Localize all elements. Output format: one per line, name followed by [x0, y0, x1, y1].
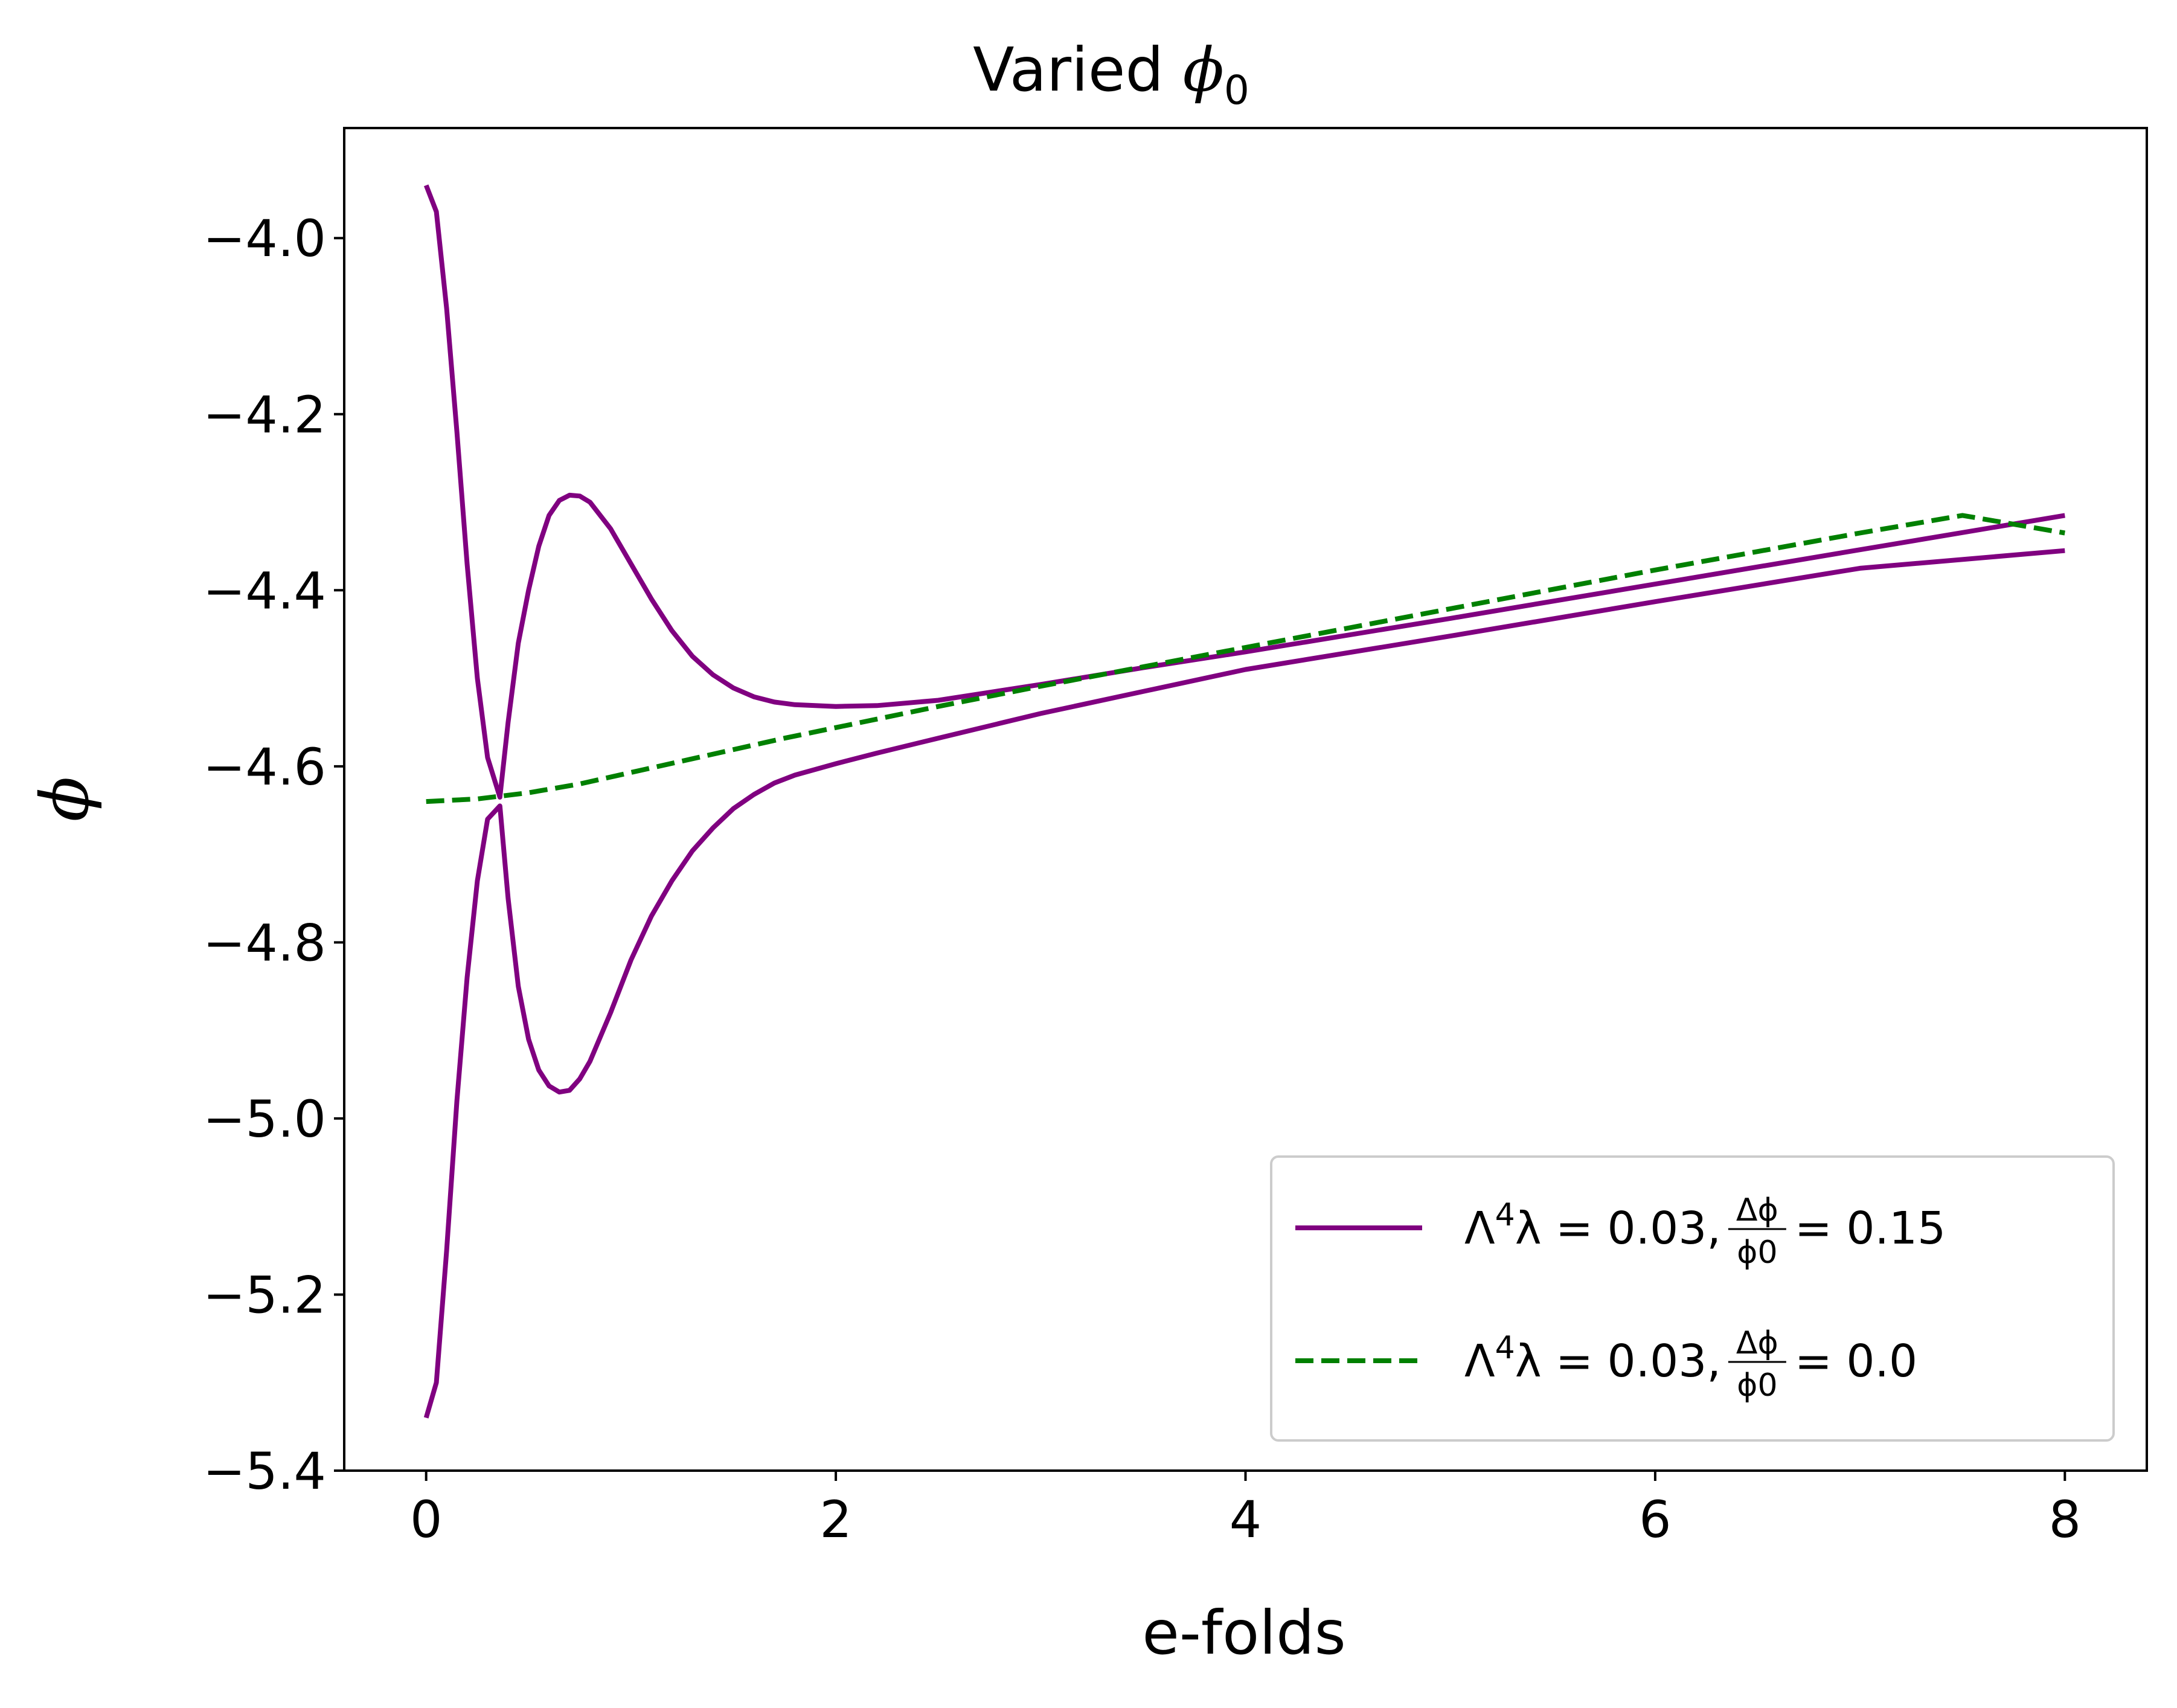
legend-frac-numerator: Δϕ: [1736, 1192, 1778, 1228]
x-tick-label: 4: [1230, 1490, 1262, 1549]
legend-superscript: 4: [1495, 1197, 1515, 1233]
x-tick-label: 0: [410, 1490, 442, 1549]
legend-lambda: Λ: [1464, 1202, 1495, 1254]
y-axis-label: ϕ: [26, 777, 103, 822]
legend-frac-denominator: ϕ0: [1737, 1234, 1777, 1271]
x-tick-label: 8: [2049, 1490, 2081, 1549]
chart-title-symbol: ϕ: [1183, 34, 1224, 105]
chart-title-subscript: 0: [1224, 67, 1249, 114]
y-tick-label: −5.4: [203, 1442, 326, 1501]
x-tick-label: 2: [819, 1490, 851, 1549]
y-tick-label: −5.2: [203, 1265, 326, 1324]
series-2-line-1: [426, 513, 2065, 804]
legend-frac-numerator: Δϕ: [1736, 1325, 1778, 1361]
legend-params: λ = 0.03,: [1515, 1335, 1721, 1387]
legend-frame: [1270, 1155, 2115, 1442]
chart-title-main: Varied: [973, 34, 1183, 105]
y-tick-label: −5.0: [203, 1090, 326, 1149]
legend-lambda: Λ: [1464, 1335, 1495, 1387]
x-axis-label: e-folds: [1142, 1597, 1345, 1668]
legend-value: = 0.0: [1795, 1335, 1917, 1387]
x-tick-label: 6: [1639, 1490, 1671, 1549]
y-tick-label: −4.8: [203, 913, 326, 972]
y-tick-label: −4.4: [203, 561, 326, 620]
y-tick-label: −4.6: [203, 737, 326, 797]
legend-label-1: Λ4λ = 0.03,: [1464, 1197, 1721, 1254]
chart-title: Varied ϕ0: [973, 34, 1249, 114]
legend-label-2: Λ4λ = 0.03,: [1464, 1330, 1721, 1387]
legend-params: λ = 0.03,: [1515, 1202, 1721, 1254]
y-tick-label: −4.0: [203, 209, 326, 268]
legend-frac-denominator: ϕ0: [1737, 1367, 1777, 1404]
series-1-line-2: [423, 548, 2065, 1419]
legend-value: = 0.15: [1795, 1202, 1946, 1254]
legend-superscript: 4: [1495, 1330, 1515, 1366]
plot-area: 0 2 4 6 8 −5.4 −5.2 −5.0 −4.8 −4.6 −4.4 −4.2 −4.0: [203, 127, 2148, 1549]
y-tick-label: −4.2: [203, 385, 326, 445]
